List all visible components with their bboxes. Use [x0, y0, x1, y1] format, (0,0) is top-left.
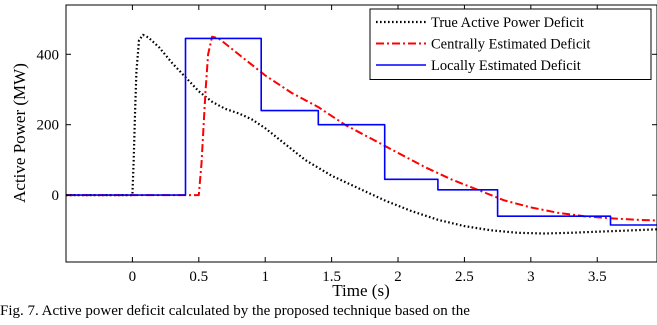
legend-box — [369, 8, 652, 80]
y-tick-label: 200 — [37, 118, 60, 134]
x-tick-label: 3 — [527, 269, 535, 285]
x-axis-label: Time (s) — [332, 281, 389, 300]
legend-label-1: True Active Power Deficit — [431, 15, 584, 31]
legend-label-3: Locally Estimated Deficit — [431, 58, 581, 74]
series-layer — [66, 33, 657, 235]
y-axis-label: Active Power (MW) — [10, 63, 29, 203]
series-line-3 — [66, 37, 657, 226]
line-chart: 0 0.5 1 1.5 2 2.5 3 3.5 0 200 400 Time (s) Active … — [10, 4, 657, 300]
x-tick-label: 2 — [394, 269, 402, 285]
series-line-2 — [66, 35, 657, 222]
legend: True Active Power Deficit Centrally Estim… — [369, 8, 652, 80]
y-tick-label: 400 — [37, 47, 60, 63]
figure-caption: Fig. 7. Active power deficit calculated … — [0, 303, 470, 319]
plot-frame — [65, 4, 657, 263]
x-tick-label: 1 — [261, 269, 269, 285]
legend-label-2: Centrally Estimated Deficit — [431, 37, 590, 53]
y-tick-label: 0 — [52, 188, 60, 204]
x-tick-label: 1.5 — [322, 269, 341, 285]
x-tick-label: 0 — [129, 269, 137, 285]
x-tick-label: 2.5 — [455, 269, 474, 285]
series-line-1 — [66, 33, 657, 235]
x-tick-label: 3.5 — [588, 269, 607, 285]
x-tick-label: 0.5 — [189, 269, 208, 285]
